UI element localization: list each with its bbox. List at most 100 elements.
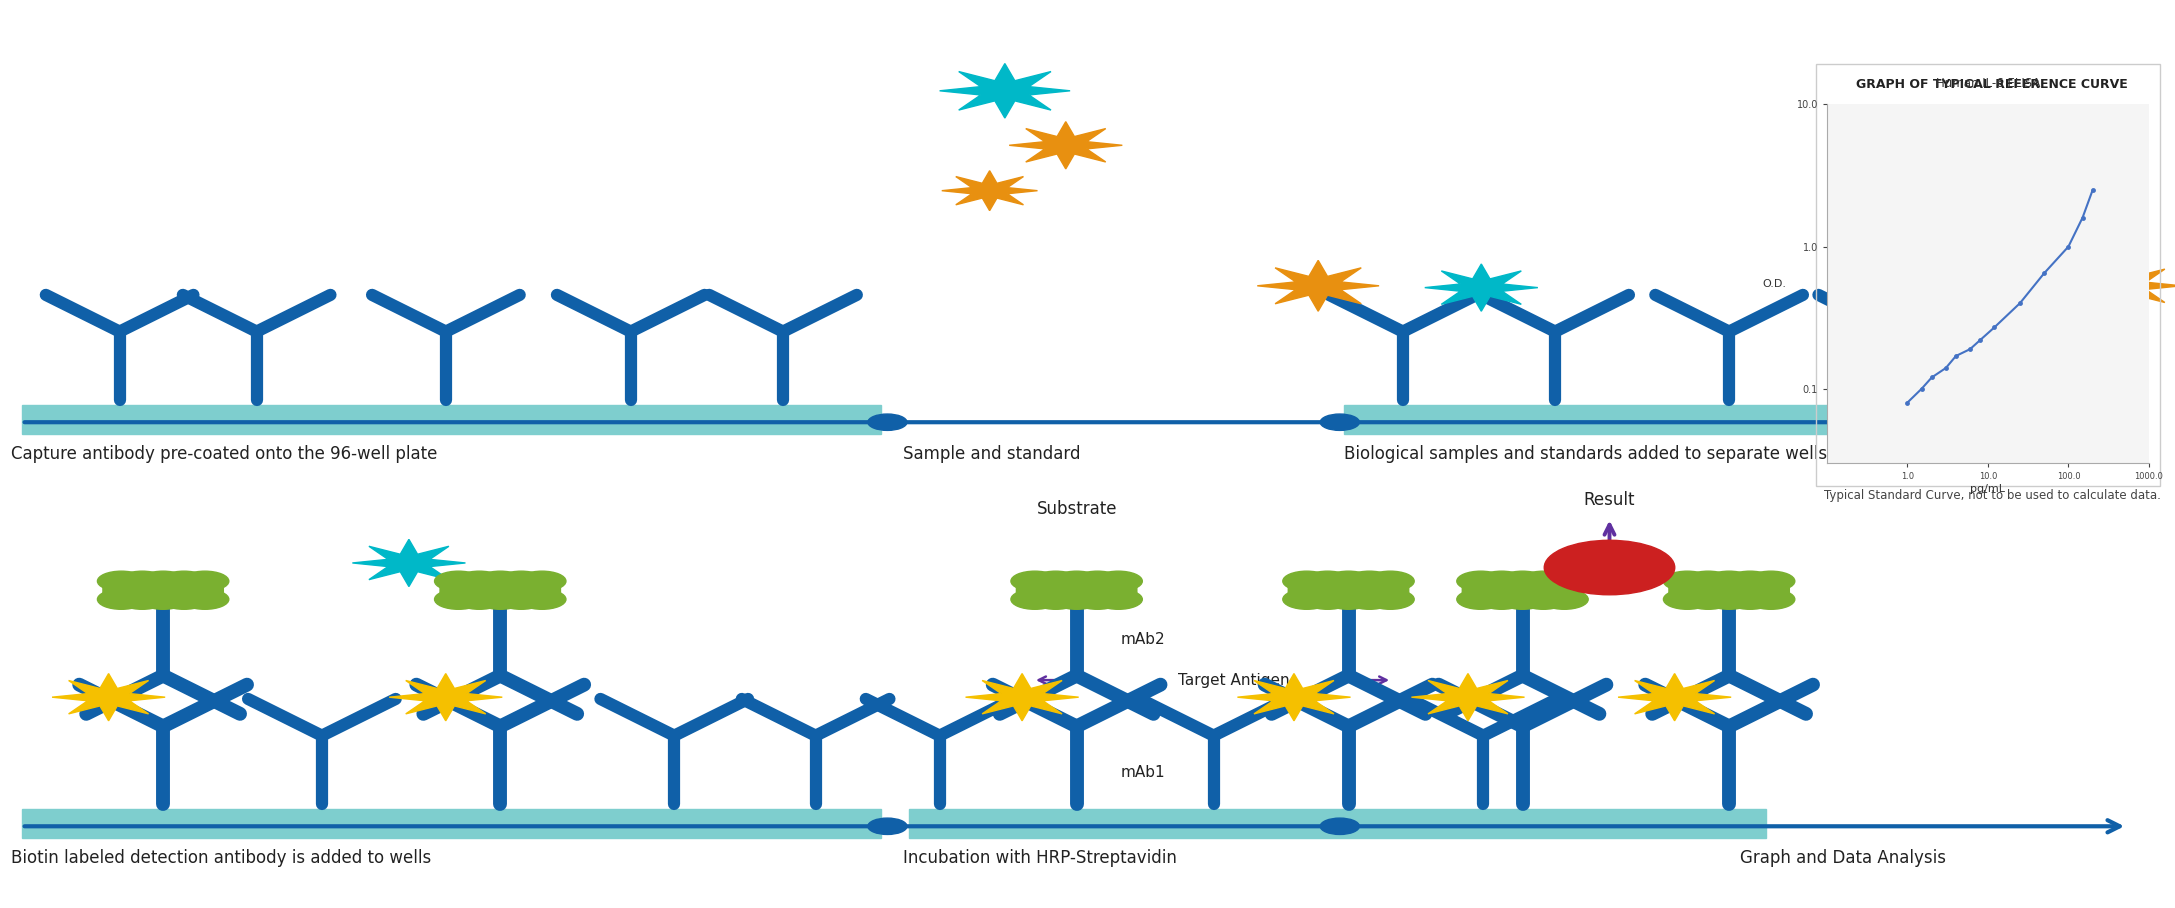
Bar xyxy=(1816,64,2160,486)
Circle shape xyxy=(1477,589,1525,609)
Text: mAb1: mAb1 xyxy=(1120,765,1166,780)
Polygon shape xyxy=(52,674,165,721)
Circle shape xyxy=(1727,571,1775,591)
Bar xyxy=(22,809,881,838)
Circle shape xyxy=(518,571,566,591)
FancyBboxPatch shape xyxy=(102,577,224,603)
Circle shape xyxy=(1520,589,1568,609)
FancyBboxPatch shape xyxy=(1288,577,1409,603)
X-axis label: pg/mL: pg/mL xyxy=(1971,484,2005,494)
FancyBboxPatch shape xyxy=(1016,577,1138,603)
Circle shape xyxy=(1499,571,1546,591)
Circle shape xyxy=(868,414,907,430)
Circle shape xyxy=(1320,414,1359,430)
Circle shape xyxy=(1520,571,1568,591)
Circle shape xyxy=(868,818,907,834)
Circle shape xyxy=(1705,589,1753,609)
Circle shape xyxy=(455,589,502,609)
Polygon shape xyxy=(2068,262,2175,310)
Circle shape xyxy=(117,571,165,591)
Circle shape xyxy=(1727,589,1775,609)
Circle shape xyxy=(139,589,187,609)
Circle shape xyxy=(1664,571,1712,591)
FancyBboxPatch shape xyxy=(1668,577,1790,603)
Polygon shape xyxy=(942,171,1037,211)
Polygon shape xyxy=(940,64,1070,118)
Text: mAb2: mAb2 xyxy=(1120,632,1166,646)
Polygon shape xyxy=(1238,674,1351,721)
Polygon shape xyxy=(1257,261,1379,311)
Text: Biotin labeled detection antibody is added to wells: Biotin labeled detection antibody is add… xyxy=(11,849,431,867)
Text: Incubation with HRP-Streptavidin: Incubation with HRP-Streptavidin xyxy=(903,849,1177,867)
Circle shape xyxy=(1094,589,1142,609)
Circle shape xyxy=(1094,571,1142,591)
Circle shape xyxy=(1320,818,1359,834)
Circle shape xyxy=(1011,589,1059,609)
Circle shape xyxy=(1477,571,1525,591)
Circle shape xyxy=(1303,589,1351,609)
Polygon shape xyxy=(966,674,1079,721)
Polygon shape xyxy=(1618,674,1731,721)
Circle shape xyxy=(498,571,546,591)
Circle shape xyxy=(1074,589,1122,609)
Circle shape xyxy=(1366,589,1414,609)
Polygon shape xyxy=(389,674,502,721)
Circle shape xyxy=(1303,571,1351,591)
Text: Capture antibody pre-coated onto the 96-well plate: Capture antibody pre-coated onto the 96-… xyxy=(11,445,437,463)
Circle shape xyxy=(1747,589,1794,609)
Circle shape xyxy=(1457,571,1505,591)
Y-axis label: O.D.: O.D. xyxy=(1762,279,1786,289)
FancyBboxPatch shape xyxy=(1462,577,1583,603)
Circle shape xyxy=(1283,589,1331,609)
Polygon shape xyxy=(1412,674,1525,721)
Circle shape xyxy=(1366,571,1414,591)
Circle shape xyxy=(181,589,228,609)
Circle shape xyxy=(161,589,209,609)
Circle shape xyxy=(1346,589,1394,609)
Circle shape xyxy=(98,571,146,591)
Circle shape xyxy=(498,589,546,609)
Circle shape xyxy=(1457,589,1505,609)
Text: Sample and standard: Sample and standard xyxy=(903,445,1081,463)
Circle shape xyxy=(1664,589,1712,609)
Circle shape xyxy=(1683,589,1731,609)
Polygon shape xyxy=(1009,122,1122,169)
Circle shape xyxy=(181,571,228,591)
Circle shape xyxy=(476,589,524,609)
Circle shape xyxy=(435,589,483,609)
Circle shape xyxy=(117,589,165,609)
Circle shape xyxy=(1325,589,1372,609)
Circle shape xyxy=(161,571,209,591)
Text: Substrate: Substrate xyxy=(1035,499,1118,518)
Circle shape xyxy=(1074,571,1122,591)
Text: Human IL-6 ELISA: Human IL-6 ELISA xyxy=(1936,77,2040,90)
Circle shape xyxy=(1053,571,1101,591)
Bar xyxy=(22,405,881,434)
Circle shape xyxy=(1325,571,1372,591)
Circle shape xyxy=(1540,571,1588,591)
Circle shape xyxy=(1283,571,1331,591)
Circle shape xyxy=(476,571,524,591)
Circle shape xyxy=(1747,571,1794,591)
Circle shape xyxy=(1540,589,1588,609)
FancyBboxPatch shape xyxy=(439,577,561,603)
Circle shape xyxy=(98,589,146,609)
Circle shape xyxy=(518,589,566,609)
Bar xyxy=(909,809,1766,838)
Circle shape xyxy=(1031,589,1079,609)
Circle shape xyxy=(1544,540,1675,595)
Circle shape xyxy=(139,571,187,591)
Circle shape xyxy=(1705,571,1753,591)
Text: Result: Result xyxy=(1583,490,1636,508)
Polygon shape xyxy=(352,539,465,587)
Circle shape xyxy=(1011,571,1059,591)
Text: Typical Standard Curve, not to be used to calculate data.: Typical Standard Curve, not to be used t… xyxy=(1825,489,2160,501)
Circle shape xyxy=(1053,589,1101,609)
Text: Graph and Data Analysis: Graph and Data Analysis xyxy=(1740,849,1947,867)
Bar xyxy=(1344,405,2044,434)
Circle shape xyxy=(1683,571,1731,591)
Text: Target Antigen: Target Antigen xyxy=(1179,673,1290,687)
Circle shape xyxy=(1346,571,1394,591)
Text: GRAPH OF TYPICAL REFERENCE CURVE: GRAPH OF TYPICAL REFERENCE CURVE xyxy=(1857,78,2127,91)
Circle shape xyxy=(455,571,502,591)
